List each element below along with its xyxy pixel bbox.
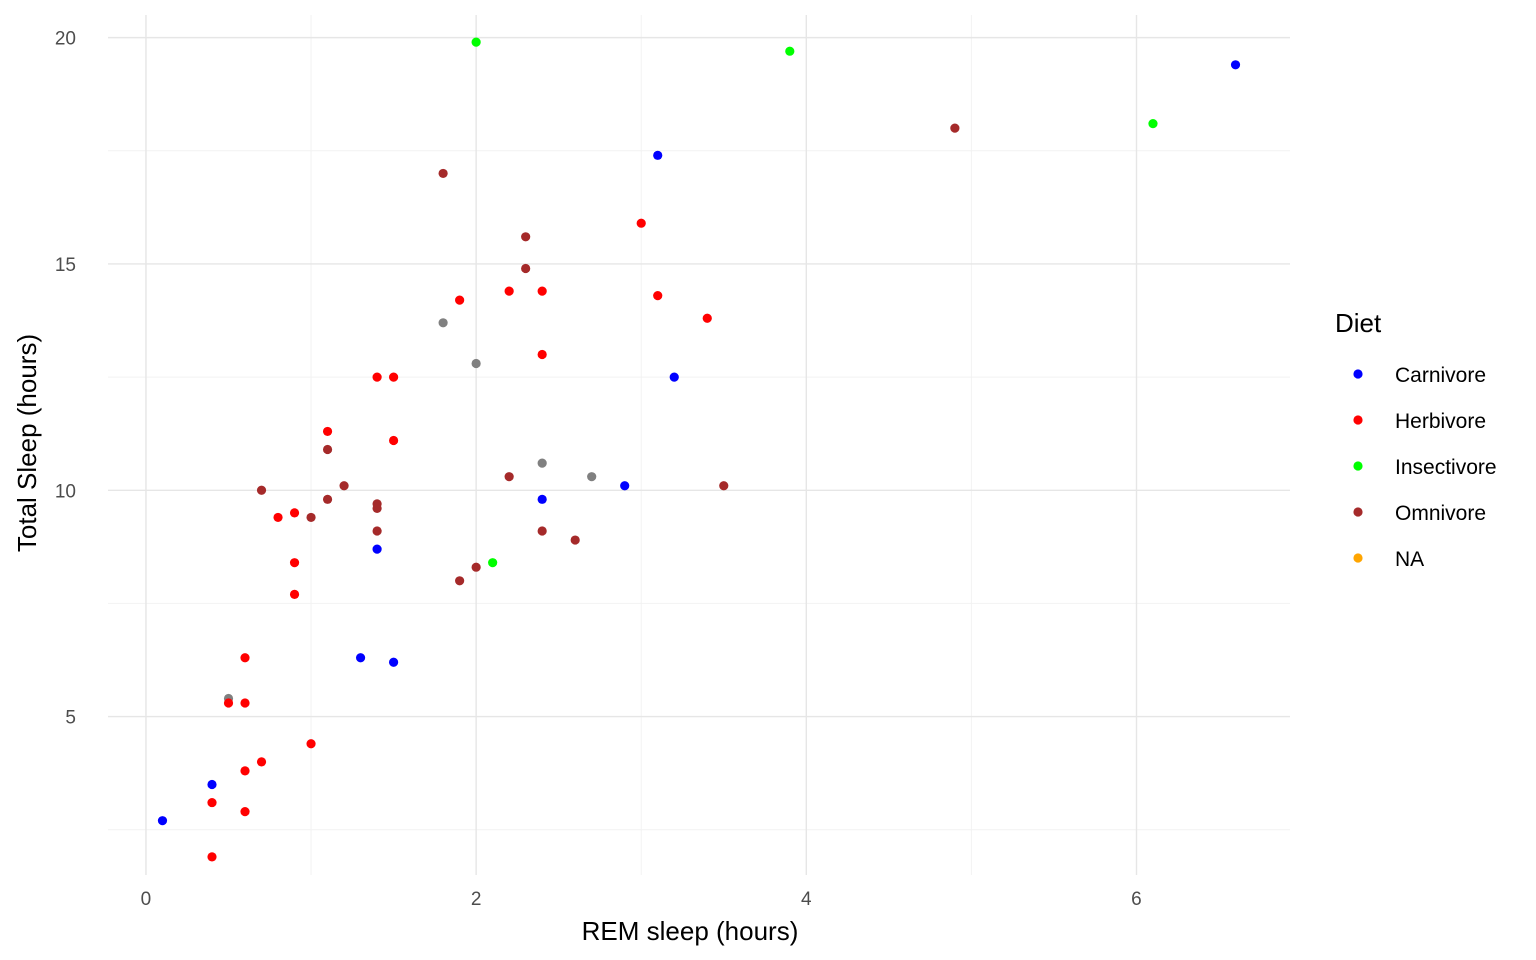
data-point-herbivore bbox=[240, 807, 250, 817]
data-point-omnivore bbox=[521, 232, 531, 242]
legend-label-herbivore: Herbivore bbox=[1395, 410, 1486, 433]
legend-key-herbivore bbox=[1353, 415, 1363, 425]
data-point-herbivore bbox=[256, 757, 267, 767]
data-point-carnivore bbox=[620, 481, 630, 491]
data-point-herbivore bbox=[223, 698, 234, 708]
data-point-omnivore bbox=[372, 499, 382, 509]
data-point-omnivore bbox=[950, 123, 960, 133]
legend-key-na bbox=[1353, 553, 1363, 563]
data-point-na bbox=[537, 458, 547, 468]
x-tick-label: 2 bbox=[471, 889, 482, 910]
data-point-omnivore bbox=[570, 535, 580, 545]
data-point-na bbox=[438, 318, 448, 328]
x-axis-title: REM sleep (hours) bbox=[582, 916, 799, 946]
data-points bbox=[157, 37, 1241, 862]
legend: Diet Carnivore Herbivore Insectivore Omnivo… bbox=[1335, 308, 1497, 571]
data-point-omnivore bbox=[438, 168, 448, 179]
x-tick-label: 4 bbox=[801, 889, 812, 910]
data-point-carnivore bbox=[537, 494, 547, 504]
data-point-omnivore bbox=[372, 526, 382, 536]
data-point-herbivore bbox=[372, 372, 382, 382]
data-point-herbivore bbox=[455, 295, 465, 305]
data-point-carnivore bbox=[157, 816, 168, 826]
data-point-omnivore bbox=[719, 481, 729, 491]
data-point-herbivore bbox=[322, 426, 333, 437]
x-tick-labels: 0 2 4 6 bbox=[141, 889, 1142, 910]
legend-title: Diet bbox=[1335, 308, 1382, 338]
data-point-insectivore bbox=[471, 37, 481, 47]
data-point-carnivore bbox=[372, 544, 382, 554]
y-tick-label: 10 bbox=[55, 481, 76, 502]
data-point-herbivore bbox=[240, 653, 250, 663]
data-point-herbivore bbox=[207, 852, 217, 862]
data-point-herbivore bbox=[207, 797, 217, 808]
data-point-herbivore bbox=[504, 286, 514, 296]
data-point-omnivore bbox=[521, 263, 531, 274]
grid-major bbox=[108, 15, 1290, 875]
y-tick-labels: 5 10 15 20 bbox=[55, 29, 76, 729]
y-axis-title: Total Sleep (hours) bbox=[12, 334, 42, 552]
data-point-herbivore bbox=[537, 349, 547, 360]
data-point-omnivore bbox=[471, 562, 481, 572]
legend-key-insectivore bbox=[1353, 461, 1363, 471]
x-tick-label: 0 bbox=[141, 889, 152, 910]
data-point-herbivore bbox=[273, 512, 283, 523]
data-point-omnivore bbox=[306, 512, 316, 523]
data-point-herbivore bbox=[636, 218, 646, 228]
data-point-herbivore bbox=[240, 698, 250, 708]
data-point-herbivore bbox=[537, 286, 547, 296]
legend-key-carnivore bbox=[1353, 369, 1363, 379]
y-tick-label: 15 bbox=[55, 255, 76, 276]
data-point-omnivore bbox=[455, 576, 465, 586]
data-point-insectivore bbox=[1148, 119, 1158, 129]
data-point-omnivore bbox=[537, 526, 547, 536]
grid-minor bbox=[108, 15, 1290, 875]
data-point-herbivore bbox=[306, 739, 316, 749]
data-point-carnivore bbox=[1230, 60, 1241, 70]
data-point-carnivore bbox=[653, 150, 663, 160]
data-point-herbivore bbox=[653, 291, 663, 301]
data-point-omnivore bbox=[504, 472, 514, 482]
data-point-herbivore bbox=[702, 313, 712, 323]
data-point-herbivore bbox=[289, 558, 300, 568]
data-point-herbivore bbox=[289, 508, 300, 518]
y-tick-label: 20 bbox=[55, 29, 76, 50]
data-point-na bbox=[587, 472, 597, 482]
data-point-herbivore bbox=[388, 435, 399, 446]
data-point-omnivore bbox=[322, 494, 333, 504]
legend-key-omnivore bbox=[1353, 507, 1363, 517]
data-point-carnivore bbox=[669, 372, 679, 382]
data-point-omnivore bbox=[256, 485, 267, 495]
legend-label-na: NA bbox=[1395, 548, 1424, 571]
legend-label-carnivore: Carnivore bbox=[1395, 364, 1486, 387]
x-tick-label: 6 bbox=[1131, 889, 1142, 910]
legend-label-omnivore: Omnivore bbox=[1395, 502, 1486, 525]
data-point-insectivore bbox=[785, 46, 795, 56]
legend-label-insectivore: Insectivore bbox=[1395, 456, 1497, 479]
data-point-carnivore bbox=[355, 653, 366, 663]
y-tick-label: 5 bbox=[65, 708, 76, 729]
data-point-herbivore bbox=[240, 766, 250, 776]
data-point-omnivore bbox=[322, 444, 333, 455]
data-point-insectivore bbox=[488, 558, 498, 568]
data-point-carnivore bbox=[207, 779, 217, 790]
data-point-herbivore bbox=[388, 372, 399, 382]
data-point-herbivore bbox=[289, 589, 300, 599]
data-point-carnivore bbox=[388, 657, 399, 667]
data-point-omnivore bbox=[339, 481, 349, 491]
data-point-na bbox=[471, 358, 481, 369]
